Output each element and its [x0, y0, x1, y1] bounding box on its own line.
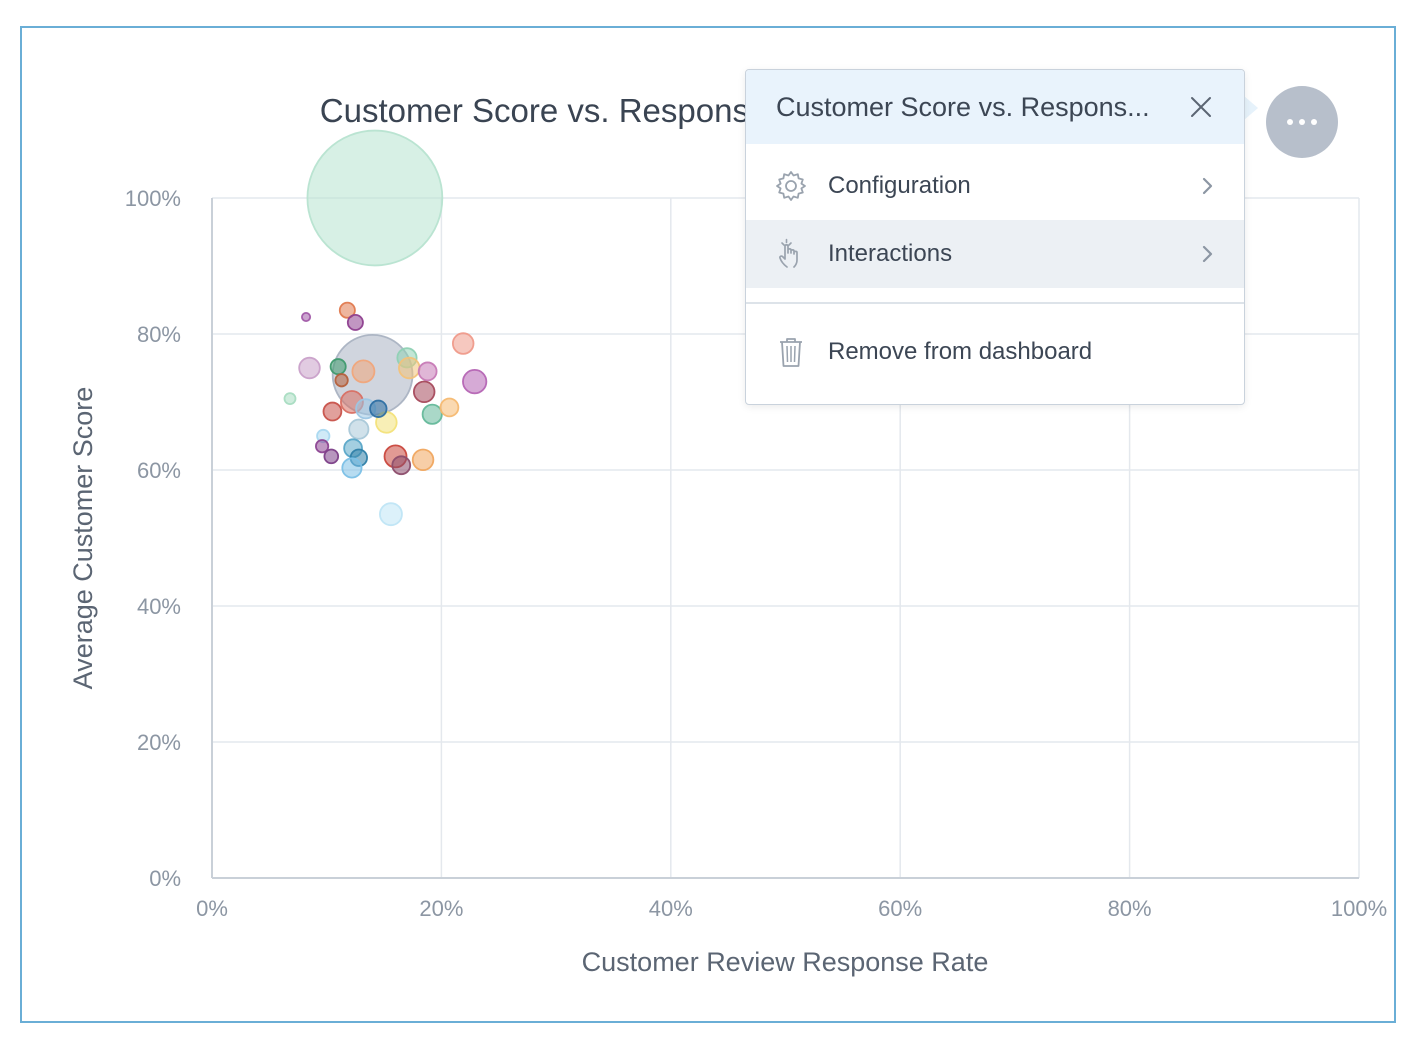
- bubble-point[interactable]: [462, 369, 488, 395]
- menu-title: Customer Score vs. Respons...: [776, 91, 1150, 122]
- bubble-point[interactable]: [398, 356, 421, 380]
- bubble-point[interactable]: [334, 373, 349, 388]
- bubble-point[interactable]: [323, 448, 340, 465]
- bubble-point[interactable]: [411, 448, 435, 472]
- bubble-point[interactable]: [329, 358, 347, 376]
- trash-icon: [780, 337, 802, 367]
- bubble-point[interactable]: [298, 356, 321, 380]
- menu-header: Customer Score vs. Respons...: [746, 70, 1244, 144]
- bubble-point[interactable]: [322, 401, 343, 422]
- x-tick-label: 20%: [419, 896, 463, 921]
- bubble-point[interactable]: [391, 455, 412, 476]
- axes: 0% 20% 40% 60% 80% 100% 0% 20% 40% 60% 80% 100%: [125, 186, 1387, 921]
- x-tick-label: 60%: [878, 896, 922, 921]
- bubble-point[interactable]: [306, 129, 444, 267]
- y-axis-title: Average Customer Score: [68, 387, 98, 690]
- chevron-right-icon: [1202, 245, 1213, 263]
- x-tick-label: 40%: [649, 896, 693, 921]
- bubble-point[interactable]: [315, 439, 330, 454]
- ellipsis-icon: [1287, 119, 1293, 125]
- menu-item-label: Interactions: [828, 240, 953, 267]
- gear-icon: [776, 171, 806, 201]
- y-tick-label: 60%: [137, 458, 181, 483]
- y-tick-label: 80%: [137, 322, 181, 347]
- bubble-point[interactable]: [338, 301, 356, 319]
- bubble-point[interactable]: [341, 457, 363, 479]
- y-tick-label: 20%: [137, 730, 181, 755]
- bubble-point[interactable]: [301, 311, 312, 323]
- ellipsis-icon: [1311, 119, 1317, 125]
- y-tick-label: 100%: [125, 186, 181, 211]
- bubble-point[interactable]: [283, 392, 297, 406]
- bubble-point[interactable]: [379, 502, 403, 527]
- menu-item-label: Remove from dashboard: [828, 337, 1093, 365]
- menu-divider: [746, 302, 1244, 304]
- close-icon[interactable]: [1188, 94, 1214, 120]
- x-tick-label: 100%: [1331, 896, 1387, 921]
- chart-options-menu: Customer Score vs. Respons... Configurat…: [745, 69, 1245, 405]
- chevron-right-icon: [1202, 177, 1213, 195]
- menu-item-remove[interactable]: Remove from dashboard: [746, 318, 1244, 386]
- bubble-point[interactable]: [348, 418, 370, 440]
- bubble-point[interactable]: [346, 313, 364, 331]
- more-options-button[interactable]: [1266, 86, 1338, 158]
- bubble-point[interactable]: [369, 399, 388, 418]
- menu-pointer: [1244, 96, 1258, 120]
- pointer-hand-icon: [779, 238, 798, 268]
- menu-item-interactions[interactable]: Interactions: [746, 220, 1244, 288]
- x-axis-title: Customer Review Response Rate: [582, 947, 989, 977]
- bubble-point[interactable]: [412, 380, 436, 404]
- bubble-point[interactable]: [351, 359, 376, 384]
- x-tick-label: 80%: [1108, 896, 1152, 921]
- menu-item-label: Configuration: [828, 172, 971, 199]
- y-tick-label: 0%: [149, 866, 181, 891]
- bubble-point[interactable]: [439, 397, 460, 418]
- bubble-point[interactable]: [417, 361, 438, 382]
- menu-item-configuration[interactable]: Configuration: [746, 152, 1244, 220]
- y-tick-label: 40%: [137, 594, 181, 619]
- x-tick-label: 0%: [196, 896, 228, 921]
- bubble-point[interactable]: [451, 332, 475, 355]
- ellipsis-icon: [1299, 119, 1305, 125]
- bubble-point[interactable]: [421, 403, 443, 425]
- bubbles: [283, 129, 488, 527]
